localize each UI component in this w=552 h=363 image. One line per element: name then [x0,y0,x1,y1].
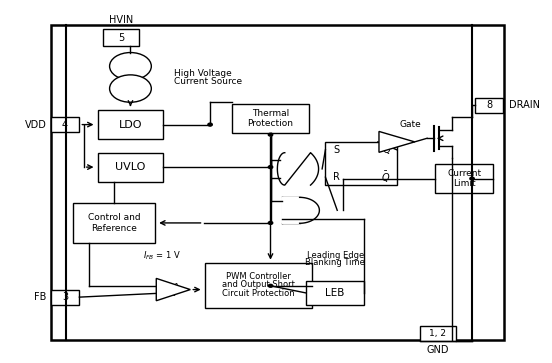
Circle shape [268,221,273,224]
Text: High Voltage: High Voltage [174,69,232,78]
Bar [98,110,163,139]
Text: PWM Controller: PWM Controller [226,272,290,281]
Polygon shape [277,153,319,185]
Text: DRAIN: DRAIN [509,101,540,110]
Text: S: S [333,145,339,155]
Text: Gate: Gate [400,120,421,129]
Text: and Output Short: and Output Short [222,280,295,289]
Text: Blanking Time: Blanking Time [305,258,365,267]
Bar [51,25,504,340]
Text: 8: 8 [486,101,492,110]
Circle shape [208,123,213,126]
Text: ∫: ∫ [171,283,178,296]
Bar [436,164,493,193]
Text: Current: Current [447,170,481,179]
Text: HVIN: HVIN [109,15,133,25]
Text: 5: 5 [118,33,124,43]
Text: Limit: Limit [453,179,475,188]
Text: Q: Q [382,145,390,155]
Bar [232,104,309,133]
Bar [420,326,455,341]
Polygon shape [282,197,320,223]
Text: Leading Edge: Leading Edge [307,251,364,260]
Circle shape [268,284,273,287]
Bar [51,290,79,305]
Text: $I_{FB}$ = 1 V: $I_{FB}$ = 1 V [143,249,181,262]
Text: FB: FB [34,292,46,302]
Bar [205,263,312,308]
Circle shape [470,177,474,180]
Text: $\bar{Q}$: $\bar{Q}$ [381,170,390,185]
Text: +: + [158,281,166,290]
Polygon shape [156,278,190,301]
Text: UVLO: UVLO [115,162,146,172]
Text: Protection: Protection [247,119,294,128]
Text: 1, 2: 1, 2 [429,329,446,338]
Text: GND: GND [427,345,449,355]
Text: −: − [158,288,166,298]
Text: Control and: Control and [88,213,140,222]
Bar [98,153,163,182]
Circle shape [110,53,151,80]
Text: Circuit Protection: Circuit Protection [222,289,294,298]
Text: Reference: Reference [91,224,137,233]
Text: 3: 3 [62,292,68,302]
Text: 4: 4 [62,119,68,130]
Bar [73,203,155,243]
Text: LEB: LEB [325,288,345,298]
Bar [103,29,139,46]
Text: R: R [333,172,340,182]
Bar [51,117,79,132]
Circle shape [268,166,273,168]
Circle shape [110,75,151,102]
Bar [326,142,397,185]
Text: LDO: LDO [119,119,142,130]
Bar [306,281,364,305]
Circle shape [268,133,273,136]
Polygon shape [379,131,415,152]
Text: Current Source: Current Source [174,77,242,86]
Text: VDD: VDD [24,119,46,130]
Text: Thermal: Thermal [252,109,289,118]
Bar [475,98,503,113]
